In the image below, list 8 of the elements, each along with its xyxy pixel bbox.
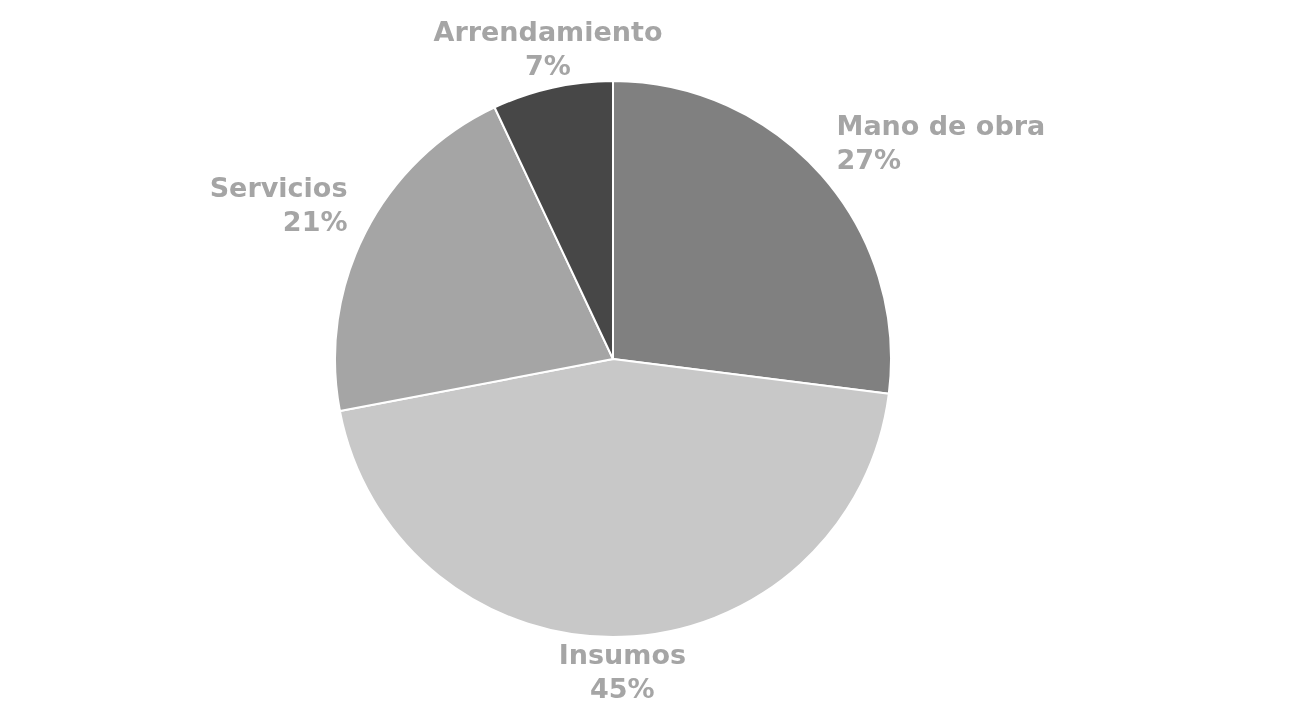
slice-label: Mano de obra — [836, 109, 1046, 141]
data-label: 7% — [525, 50, 571, 82]
data-label: 21% — [282, 205, 348, 237]
slice-label: Arrendamiento — [433, 16, 663, 48]
data-label: 27% — [836, 143, 902, 175]
slice-label: Servicios — [209, 171, 348, 203]
data-label: 45% — [590, 672, 655, 704]
slice-label: Insumos — [558, 638, 687, 670]
